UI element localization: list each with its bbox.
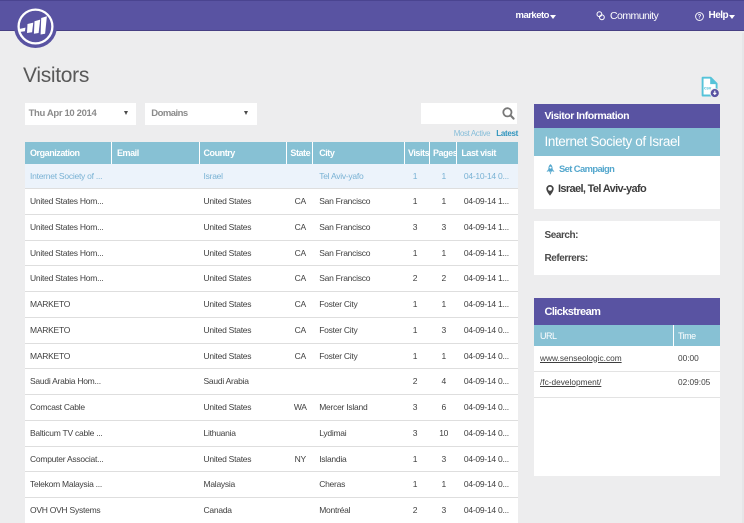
svg-text:csv: csv bbox=[704, 86, 712, 91]
svg-text:?: ? bbox=[698, 14, 702, 20]
